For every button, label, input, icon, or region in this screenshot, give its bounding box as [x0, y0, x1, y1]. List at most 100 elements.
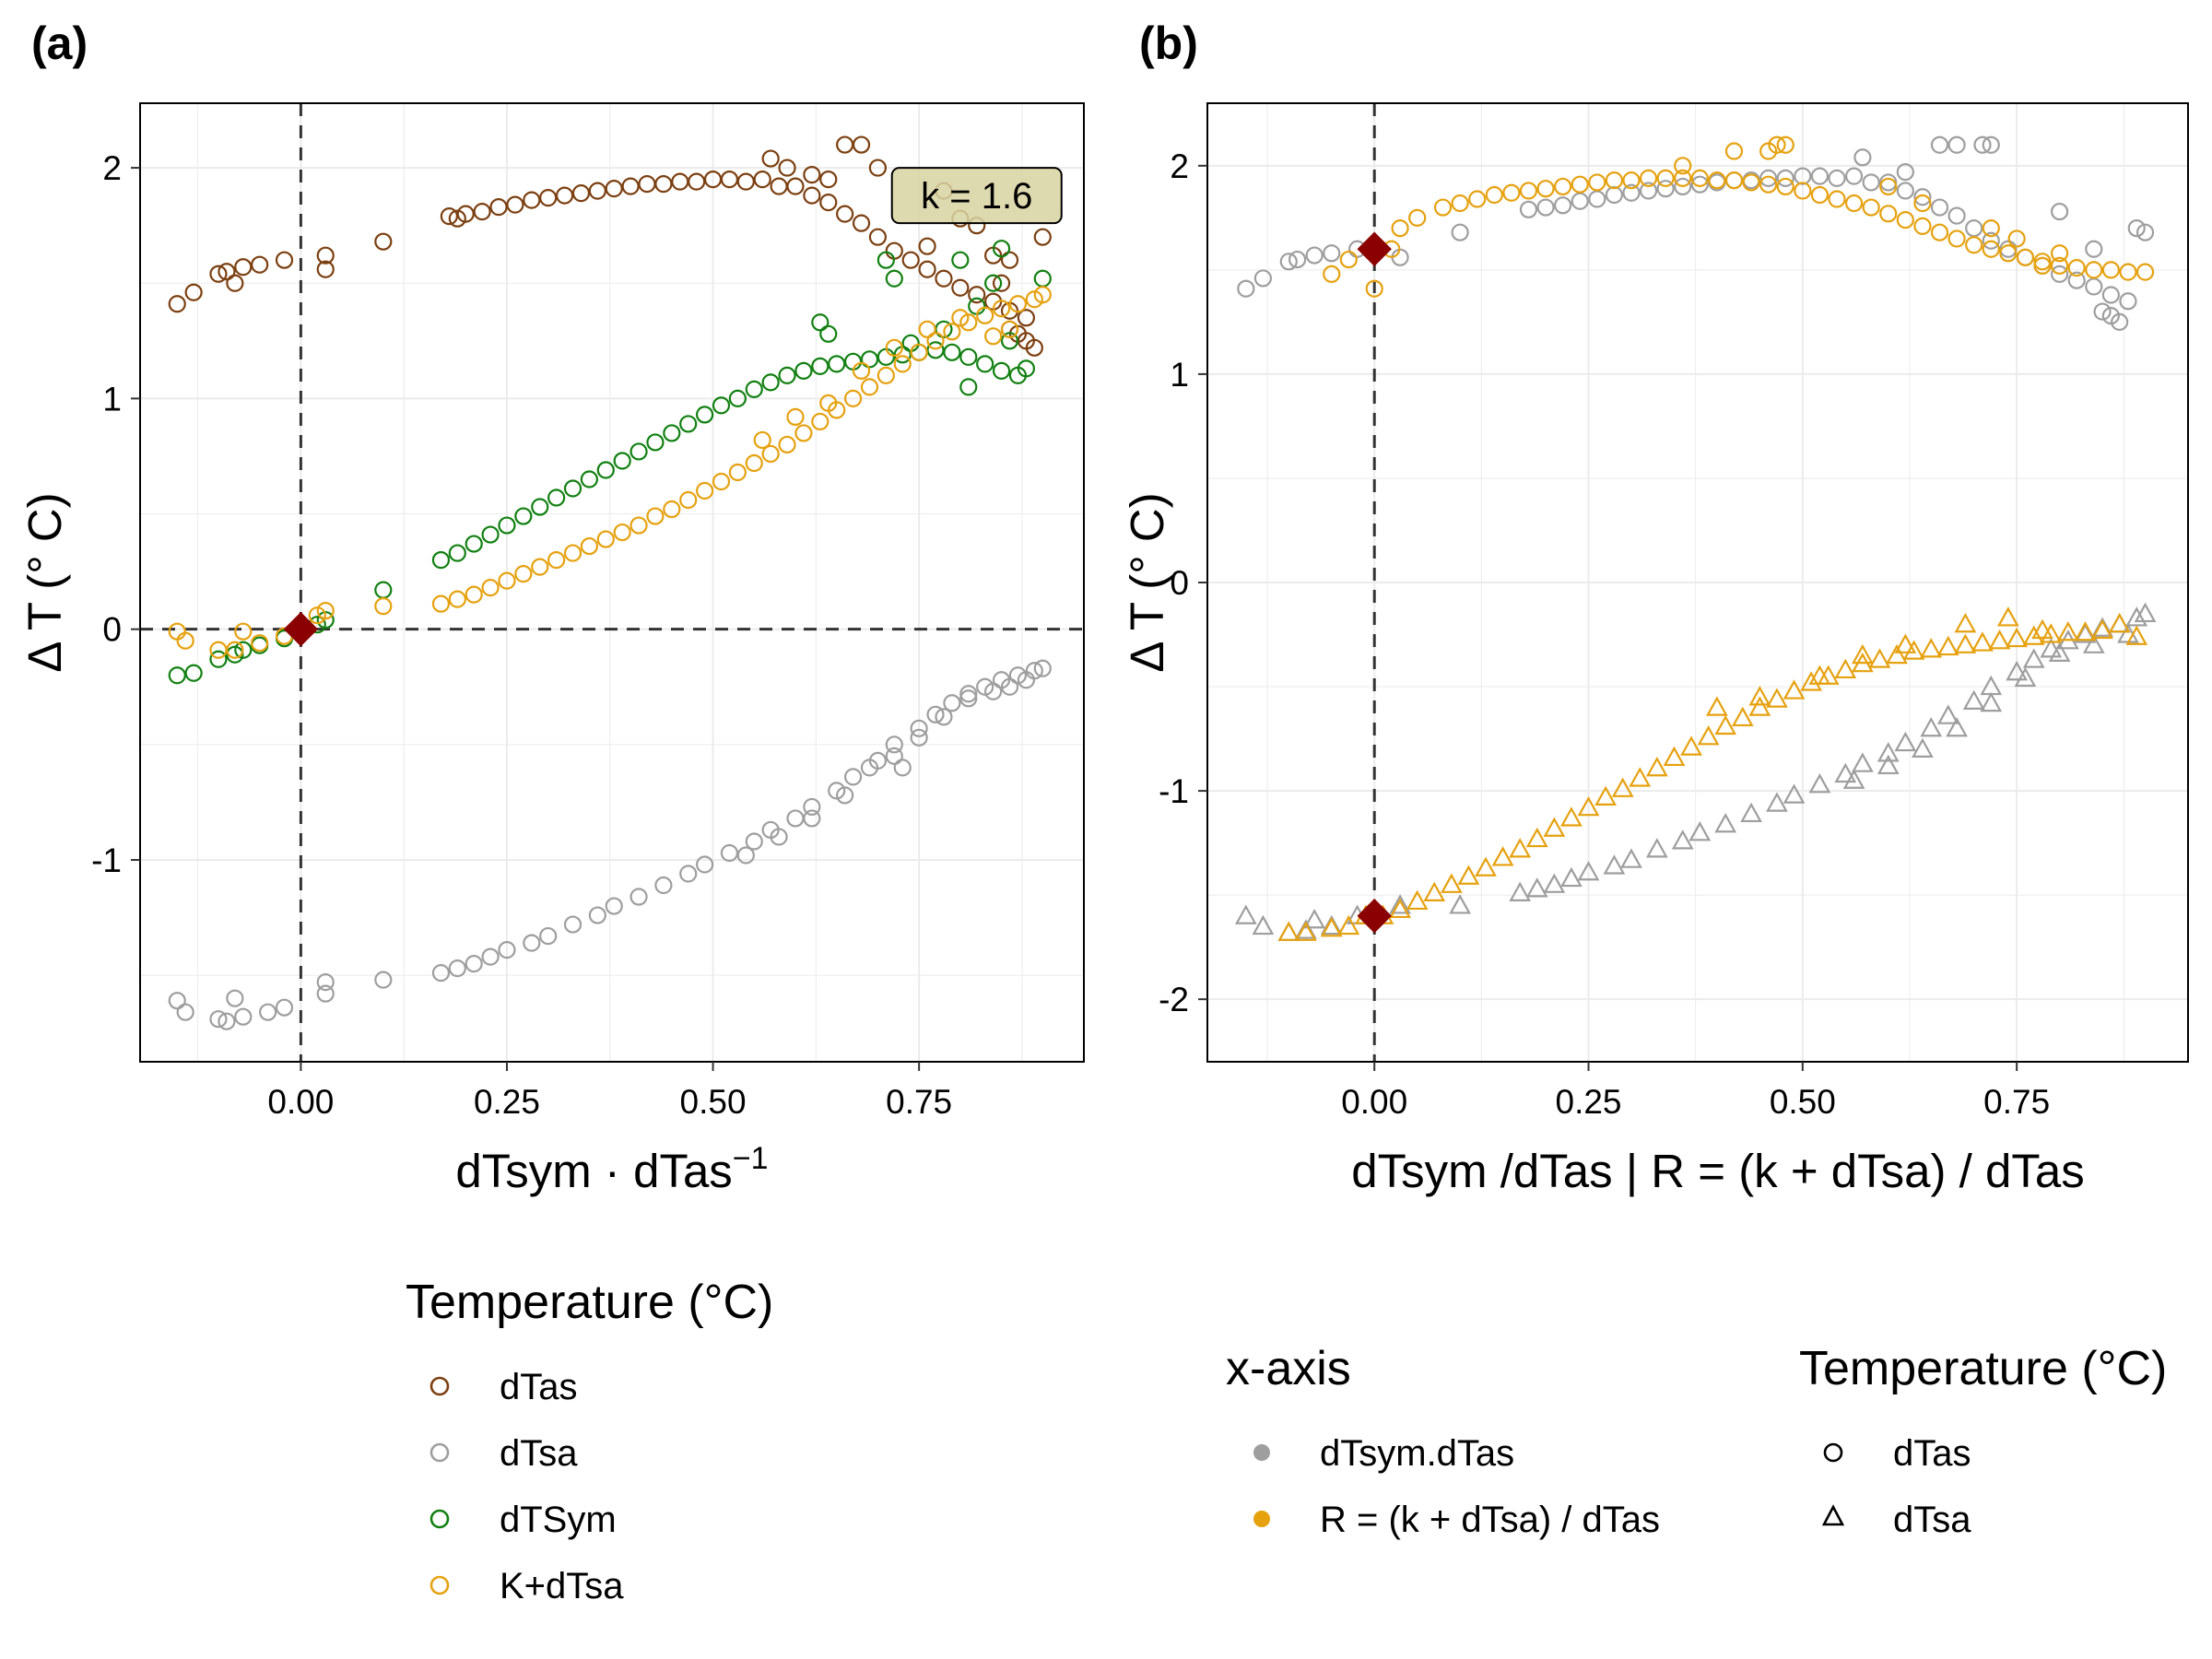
point-r-k-dtsa-dtas	[1982, 219, 2000, 238]
point-dtas	[836, 205, 854, 223]
point-dtsym-dtas-triangle	[1912, 737, 1934, 758]
point-r-k-dtsa-dtas	[2033, 253, 2052, 271]
point-dtas	[1000, 251, 1019, 269]
legend-key-dTsa	[429, 1442, 450, 1463]
point-dtas	[473, 203, 491, 221]
point-dtsa	[498, 941, 516, 959]
point-r-k-dtsa-dtas	[1862, 198, 1880, 217]
legend-item-dTsa: dTsa	[429, 1433, 578, 1474]
point-r-k-dtsa-dtas	[1468, 190, 1487, 208]
point-dtsym	[209, 650, 228, 668]
point-dtsym	[745, 380, 763, 398]
point-dtsym-dtas	[1656, 180, 1675, 198]
point-r-k-dtsa-dtas	[1588, 173, 1606, 192]
point-k-dtsa	[860, 378, 879, 396]
point-r-k-dtsa-dtas-triangle	[1714, 714, 1737, 735]
point-dtsym-dtas-triangle	[1449, 894, 1472, 914]
point-dtsym-dtas	[1930, 198, 1949, 217]
y-tick-label: -1	[1159, 772, 1189, 810]
point-dtsym-dtas	[2136, 223, 2155, 241]
point-r-k-dtsa-dtas-triangle	[1509, 838, 1532, 858]
point-dtas	[803, 186, 821, 205]
point-dtsym	[646, 433, 665, 452]
point-dtsym-dtas	[1862, 173, 1880, 192]
point-k-dtsa	[374, 597, 393, 616]
point-dtsa	[605, 897, 623, 915]
legend-item-dTSym: dTSym	[429, 1500, 617, 1540]
point-r-k-dtsa-dtas	[1879, 205, 1898, 223]
point-dtsa	[836, 786, 854, 805]
point-k-dtsa	[819, 394, 838, 412]
point-k-dtsa	[910, 343, 928, 361]
point-dtsa	[1008, 666, 1028, 685]
point-r-k-dtsa-dtas	[1622, 171, 1641, 190]
point-dtsym	[761, 373, 780, 392]
point-k-dtsa	[893, 355, 912, 373]
point-r-k-dtsa-dtas-triangle	[1886, 643, 1908, 665]
point-dtas	[588, 182, 606, 200]
point-dtsym-dtas	[1896, 163, 1914, 182]
point-dtas	[316, 260, 335, 278]
point-dtsym-dtas-triangle	[2082, 633, 2105, 653]
point-r-k-dtsa-dtas	[1794, 182, 1812, 200]
point-dtsym-dtas-triangle	[1877, 754, 1900, 775]
legend-key-shape-circle	[1823, 1442, 1843, 1463]
panel-b-ticks: 0.00 0.25 0.50 0.75 -2 -1 0 1 2	[1159, 147, 2050, 1121]
x-tick-label: 0.25	[1556, 1083, 1622, 1121]
point-dtsa	[910, 728, 928, 747]
point-r-k-dtsa-dtas	[2085, 261, 2103, 279]
legend-item-dTsym-dTas: dTsym.dTas	[1253, 1433, 1514, 1474]
point-dtsa	[803, 809, 821, 828]
point-r-k-dtsa-dtas	[1724, 171, 1744, 190]
point-k-dtsa	[1025, 290, 1043, 309]
point-r-k-dtsa-dtas-triangle	[1543, 817, 1566, 837]
point-r-k-dtsa-dtas-triangle	[1406, 889, 1429, 911]
point-dtas	[951, 278, 970, 297]
point-dtsym-dtas-triangle	[1842, 769, 1865, 789]
point-dtas	[778, 159, 796, 177]
point-r-k-dtsa-dtas	[1451, 194, 1469, 213]
point-dtsym-dtas	[1794, 167, 1812, 185]
point-dtsym-dtas-triangle	[1509, 881, 1532, 901]
point-r-k-dtsa-dtas	[2119, 263, 2137, 281]
point-dtsa	[843, 768, 863, 786]
panel-b-highlight-markers	[1357, 231, 1392, 934]
point-dtsym	[448, 544, 466, 562]
point-dtsa	[481, 947, 500, 966]
point-dtsa	[523, 934, 541, 952]
point-dtsym-dtas	[2119, 292, 2137, 311]
point-dtas	[918, 237, 936, 255]
point-k-dtsa	[786, 407, 805, 427]
point-k-dtsa	[663, 500, 681, 519]
point-dtsym-dtas	[1237, 279, 1255, 298]
point-dtsa	[275, 998, 294, 1017]
point-dtsym-dtas	[1759, 169, 1778, 187]
point-r-k-dtsa-dtas-triangle	[2108, 612, 2131, 633]
point-r-k-dtsa-dtas-triangle	[1645, 756, 1668, 777]
point-dtsym-dtas-triangle	[2125, 606, 2148, 627]
point-dtsym-dtas	[1305, 246, 1324, 265]
point-k-dtsa	[1008, 295, 1028, 313]
y-tick-label: 2	[102, 149, 122, 187]
legend-item-KdTsa: K+dTsa	[429, 1566, 624, 1606]
point-dtsym-dtas-triangle	[1671, 830, 1694, 850]
point-dtsym-dtas	[1776, 169, 1794, 187]
point-k-dtsa	[613, 523, 631, 542]
legend-item-R: R = (k + dTsa) / dTas	[1253, 1500, 1660, 1540]
point-dtas	[1033, 228, 1052, 246]
point-dtas	[868, 159, 888, 177]
point-dtsym-dtas-triangle	[1303, 908, 1326, 929]
panel-a-legend-title: Temperature (°C)	[406, 1276, 773, 1329]
point-dtsa	[720, 843, 739, 863]
point-dtsym-dtas	[1323, 244, 1341, 263]
point-r-k-dtsa-dtas-triangle	[1783, 679, 1806, 700]
point-dtsym	[951, 251, 970, 269]
point-dtsym-dtas	[1930, 135, 1949, 154]
point-dtsym-dtas	[1639, 182, 1658, 200]
point-dtas	[448, 209, 466, 228]
point-dtsym	[531, 498, 549, 516]
point-dtsym	[663, 424, 681, 442]
point-dtsa	[316, 973, 335, 992]
point-r-k-dtsa-dtas-triangle	[1389, 898, 1411, 919]
point-dtsym	[1017, 359, 1035, 378]
